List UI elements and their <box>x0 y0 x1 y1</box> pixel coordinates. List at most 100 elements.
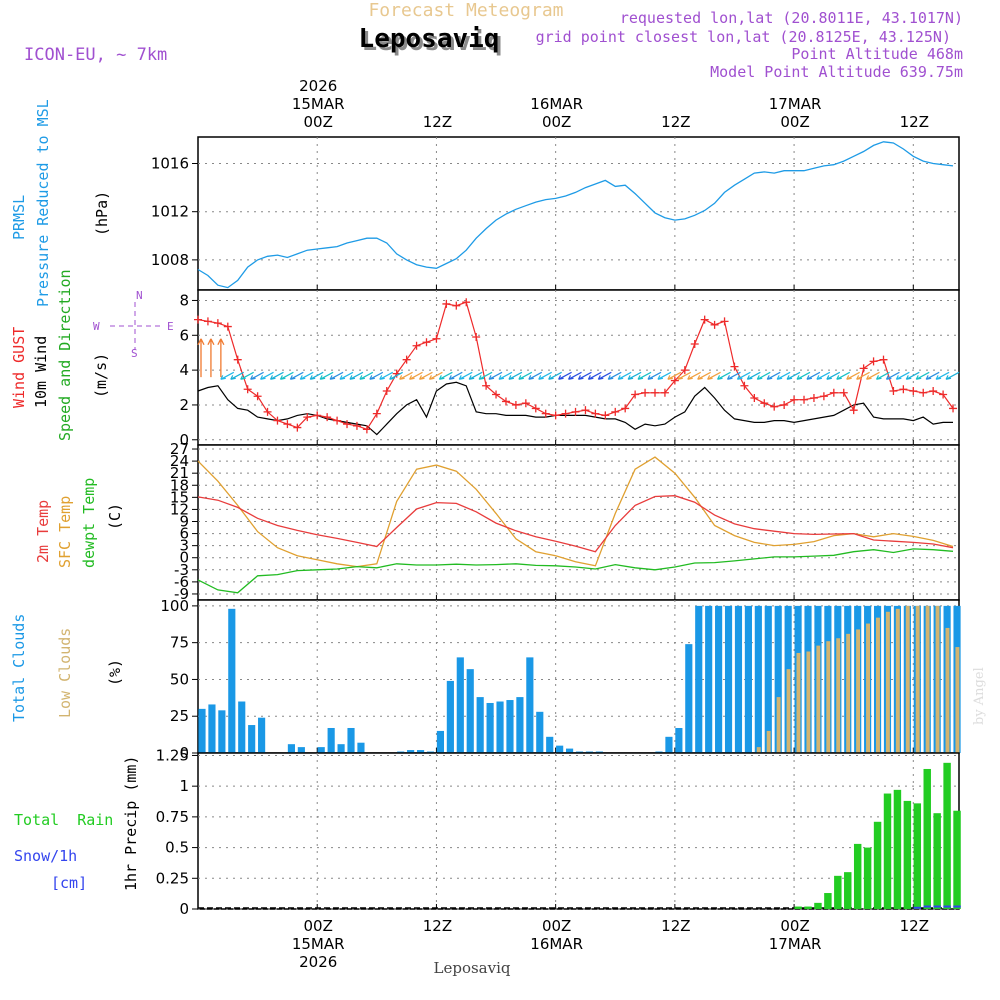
gust-marker <box>730 362 739 371</box>
top-time-label: 00Z <box>542 113 571 131</box>
low-cloud-bar <box>885 611 890 753</box>
wind-arrow <box>538 371 552 380</box>
low-cloud-bar <box>915 605 920 753</box>
wind-arrow <box>707 371 721 380</box>
rain-bar <box>824 893 832 909</box>
gust-marker <box>829 388 838 397</box>
wind-arrow <box>379 371 394 380</box>
wind-arrow <box>498 371 513 380</box>
total-cloud-bar <box>238 701 246 753</box>
total-cloud-bar <box>724 605 733 753</box>
wind-arrow <box>647 371 662 380</box>
pressure-label-1: PRMSL <box>10 195 28 240</box>
wind-arrow <box>915 371 930 380</box>
wind-label-gust: Wind GUST <box>10 327 28 408</box>
total-cloud-bar <box>754 605 762 753</box>
requested-coords: requested lon,lat (20.8011E, 43.1017N) <box>620 9 963 27</box>
wind-arrow <box>478 371 493 380</box>
chart-subtitle: Forecast Meteogram <box>368 0 563 21</box>
wind-arrow <box>905 371 920 380</box>
y-tick-label: 0 <box>179 431 189 449</box>
wind-arrow <box>756 371 771 380</box>
low-cloud-bar <box>816 645 821 753</box>
rain-bar <box>853 843 862 909</box>
wind-arrow <box>836 371 851 380</box>
wind-arrow <box>826 371 841 380</box>
wind-arrow <box>786 371 801 380</box>
total-cloud-bar <box>407 750 415 753</box>
gust-marker <box>442 299 451 308</box>
cloud-label-low: Low Clouds <box>56 628 74 718</box>
total-cloud-bar <box>546 736 554 753</box>
gust-marker <box>402 355 411 364</box>
y-tick-label: 75 <box>170 634 189 652</box>
rain-bar <box>933 813 941 909</box>
rain-bar <box>913 803 922 909</box>
panel-precip: 0 0.25 0.5 0.75 1 1.25 <box>156 746 961 918</box>
wind-arrow <box>816 371 831 380</box>
y-tick-label: 1 <box>179 777 189 795</box>
bottom-time-label: 00Z <box>542 917 571 935</box>
y-tick-label: 2 <box>179 396 189 414</box>
gust-marker <box>929 387 938 396</box>
gust-marker <box>839 388 848 397</box>
wind-arrow <box>637 371 652 380</box>
total-cloud-bar <box>198 708 206 753</box>
total-cloud-bar <box>297 747 305 753</box>
y-tick-label: 3 <box>179 537 189 555</box>
y-tick-label: -9 <box>174 585 189 603</box>
wind-arrow <box>597 371 612 380</box>
gust-marker <box>700 315 709 324</box>
gust-marker <box>631 390 640 399</box>
wind-arrow <box>448 371 463 380</box>
pressure-label-2: Pressure Reduced to MSL <box>34 99 52 307</box>
gust-marker <box>303 413 312 422</box>
total-cloud-bar <box>764 605 772 753</box>
temp-labels: 2m Temp SFC Temp dewpt Temp (C) <box>34 478 124 568</box>
y-tick-label: -6 <box>174 573 189 591</box>
gridpoint-coords: grid point closest lon,lat (20.8125E, 43… <box>536 28 951 46</box>
bottom-time-label: 2026 <box>299 953 337 971</box>
total-cloud-bar <box>734 605 743 753</box>
gust-marker <box>859 364 868 373</box>
y-tick-label: 9 <box>179 512 189 530</box>
footer-location: Leposaviq <box>434 959 511 977</box>
gust-marker <box>720 317 729 326</box>
y-tick-label: 4 <box>179 361 189 379</box>
wind-arrow <box>409 371 423 380</box>
wind-arrow <box>925 371 940 380</box>
top-time-label: 15MAR <box>292 95 345 113</box>
low-cloud-bar <box>866 623 870 753</box>
total-cloud-bar <box>536 711 544 753</box>
wind-arrow <box>329 371 344 380</box>
wind-arrow <box>269 371 284 380</box>
bottom-time-label: 00Z <box>304 917 333 935</box>
gust-marker <box>690 339 699 348</box>
y-tick-label: 6 <box>179 525 189 543</box>
compass-n: N <box>136 289 143 302</box>
low-cloud-bar <box>856 629 861 753</box>
gust-marker <box>293 423 302 432</box>
pressure-unit: (hPa) <box>93 191 111 236</box>
wind-arrow <box>349 371 364 380</box>
gust-marker <box>670 376 679 385</box>
rain-bar <box>814 902 822 909</box>
y-tick-label: 24 <box>170 452 189 470</box>
low-cloud-bar <box>836 638 841 753</box>
total-cloud-bar <box>695 605 703 753</box>
wind-arrow <box>746 371 761 380</box>
total-cloud-bar <box>327 727 335 753</box>
gust-marker <box>194 315 202 324</box>
wind-arrow <box>508 371 523 380</box>
gust-marker <box>601 411 610 420</box>
gust-marker <box>551 411 560 420</box>
rain-bar <box>893 789 902 909</box>
wind-arrow <box>776 371 791 380</box>
gust-marker <box>611 407 620 416</box>
gust-marker <box>343 420 352 429</box>
wind-arrow <box>567 371 582 380</box>
total-cloud-bar <box>566 748 574 753</box>
y-tick-label: 0 <box>179 900 189 918</box>
wind-arrow <box>468 371 483 380</box>
wind-arrow <box>875 371 890 380</box>
